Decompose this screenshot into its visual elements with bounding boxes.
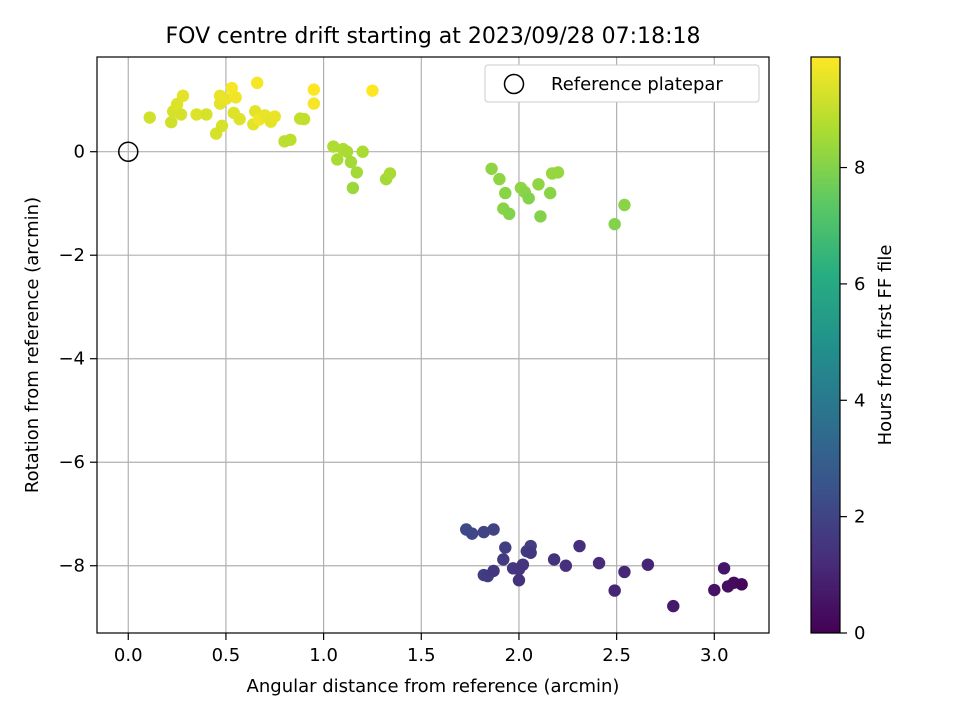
- data-point: [250, 76, 264, 90]
- data-point: [502, 207, 516, 221]
- data-point: [344, 155, 358, 169]
- data-point: [366, 84, 379, 97]
- data-point: [268, 110, 281, 123]
- data-point: [331, 153, 344, 166]
- data-point: [284, 133, 297, 147]
- x-tick-label: 0.0: [114, 645, 143, 666]
- x-tick-label: 1.5: [407, 645, 436, 666]
- colorbar: 0 2 4 6 8 Hours from first FF file: [810, 56, 896, 644]
- x-tick-label: 0.5: [212, 645, 241, 666]
- data-point: [497, 553, 510, 566]
- data-point: [215, 119, 229, 133]
- y-tick-label: −4: [58, 349, 85, 370]
- grid-lines: [97, 57, 769, 633]
- data-point: [618, 565, 631, 579]
- colorbar-frame: [810, 56, 841, 634]
- colorbar-tick-label: 6: [854, 274, 865, 295]
- colorbar-label: Hours from first FF file: [875, 245, 896, 446]
- data-point: [522, 192, 535, 205]
- colorbar-tick-label: 0: [854, 623, 865, 644]
- data-point: [350, 166, 364, 179]
- data-point: [551, 166, 565, 179]
- x-tick-label: 2.0: [505, 645, 534, 666]
- data-point: [559, 559, 573, 572]
- data-point: [573, 539, 586, 553]
- y-axis-label: Rotation from reference (arcmin): [22, 197, 43, 493]
- colorbar-tick-label: 2: [854, 507, 865, 528]
- data-point: [307, 97, 321, 110]
- data-point: [356, 145, 369, 158]
- data-points: [143, 76, 748, 613]
- data-point: [165, 116, 178, 129]
- data-point: [225, 81, 238, 95]
- colorbar-tick-label: 8: [854, 158, 865, 179]
- x-tick-label: 3.0: [700, 645, 729, 666]
- y-tick-label: −8: [58, 556, 85, 577]
- data-point: [174, 108, 188, 121]
- x-axis-ticks: 0.0 0.5 1.0 1.5 2.0 2.5 3.0: [114, 633, 729, 666]
- colorbar-ticks: 0 2 4 6 8: [840, 158, 865, 644]
- data-point: [477, 525, 490, 539]
- data-point: [618, 198, 631, 212]
- data-point: [487, 564, 500, 578]
- data-point: [233, 112, 246, 126]
- data-point: [493, 172, 506, 186]
- data-point: [346, 181, 360, 195]
- legend-marker-icon: [503, 73, 525, 95]
- y-axis-ticks: 0 −2 −4 −6 −8: [58, 142, 97, 577]
- data-point: [608, 217, 621, 231]
- data-point: [219, 92, 233, 106]
- y-tick-label: −2: [58, 245, 85, 266]
- data-point: [667, 599, 680, 613]
- data-point: [532, 178, 545, 191]
- x-axis-label: Angular distance from reference (arcmin): [247, 676, 620, 697]
- data-point: [143, 111, 156, 124]
- x-tick-label: 2.5: [602, 645, 631, 666]
- data-point: [608, 584, 621, 597]
- data-point: [708, 583, 721, 597]
- data-point: [229, 91, 242, 104]
- chart-title: FOV centre drift starting at 2023/09/28 …: [166, 24, 701, 49]
- data-point: [383, 167, 397, 180]
- data-point: [487, 523, 500, 536]
- legend: Reference platepar: [484, 64, 760, 103]
- data-point: [499, 186, 512, 200]
- data-point: [516, 558, 530, 571]
- legend-box: [484, 64, 760, 103]
- data-point: [534, 210, 547, 223]
- y-tick-label: −6: [58, 452, 85, 473]
- data-point: [200, 108, 213, 121]
- data-point: [547, 553, 561, 566]
- reference-platepar-marker: [118, 141, 139, 162]
- data-point: [307, 83, 321, 96]
- plot-frame: [96, 56, 770, 634]
- data-point: [499, 541, 512, 554]
- data-point: [592, 556, 606, 570]
- data-point: [641, 558, 655, 571]
- data-point: [340, 145, 354, 158]
- colorbar-tick-label: 4: [854, 390, 865, 411]
- y-tick-label: 0: [74, 142, 85, 163]
- legend-entry: Reference platepar: [551, 74, 723, 95]
- data-point: [176, 89, 190, 103]
- data-point: [717, 562, 731, 575]
- data-point: [512, 574, 526, 587]
- colorbar-gradient: [811, 57, 840, 633]
- x-tick-label: 1.0: [309, 645, 338, 666]
- data-point: [327, 140, 340, 153]
- data-point: [485, 162, 498, 175]
- data-point: [544, 186, 557, 200]
- data-point: [735, 578, 748, 591]
- data-point: [524, 546, 537, 559]
- data-point: [465, 527, 479, 540]
- data-point: [297, 112, 311, 126]
- data-point: [190, 108, 203, 121]
